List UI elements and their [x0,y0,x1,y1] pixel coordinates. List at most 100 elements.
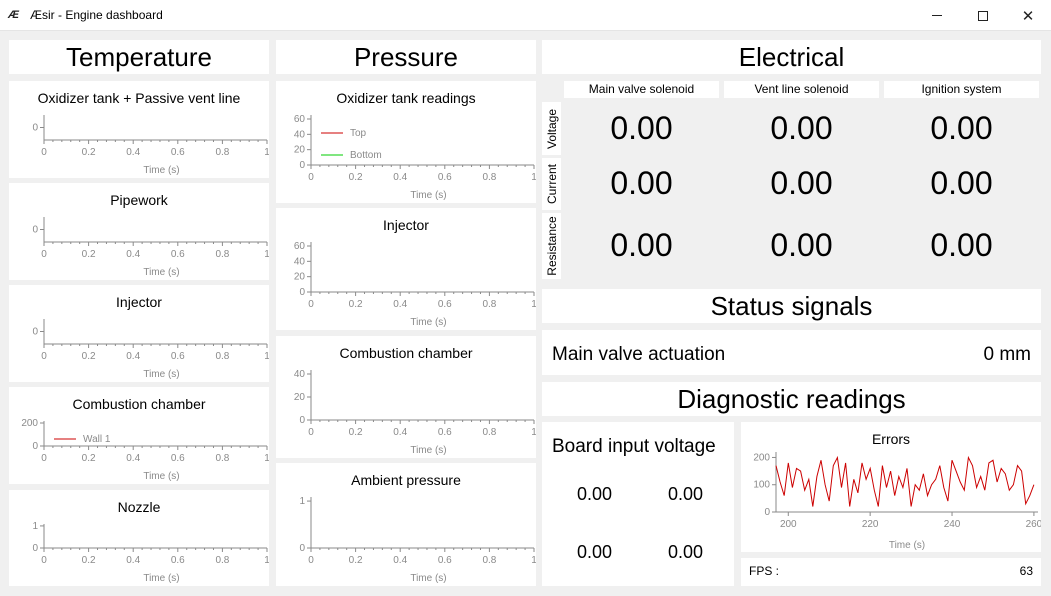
errors-chart-title: Errors [871,431,911,447]
y-tick-label: 200 [753,452,770,463]
x-tick-label: 0 [308,299,314,310]
electrical-value: 0.00 [610,165,673,201]
x-tick-label: 0.2 [349,555,363,566]
x-tick-label: 0.4 [393,555,407,566]
x-axis-label: Time (s) [889,540,925,551]
diagnostics-header: Diagnostic readings [542,382,1041,416]
x-axis-label: Time (s) [410,445,446,456]
x-tick-label: 1 [264,249,269,260]
x-tick-label: 1 [264,555,269,566]
y-tick-label: 20 [294,272,306,283]
x-tick-label: 0 [41,453,47,464]
x-tick-label: 240 [944,519,961,530]
x-tick-label: 0.6 [438,299,452,310]
electrical-value: 0.00 [930,227,993,263]
x-tick-label: 0 [41,147,47,158]
plot-title: Injector [116,294,162,310]
x-tick-label: 0.2 [349,299,363,310]
y-tick-label: 0 [32,543,38,554]
y-tick-label: 0 [32,441,38,452]
electrical-value: 0.00 [770,227,833,263]
x-tick-label: 0.6 [171,249,185,260]
y-tick-label: 0 [299,287,305,298]
x-tick-label: 1 [531,299,536,310]
x-tick-label: 0.2 [82,555,96,566]
plot-panel: Injector 0 0.2 0.4 0.6 0.8 1 0 20 40 60 Time (s) [276,208,536,330]
x-axis-label: Time (s) [143,471,179,482]
x-tick-label: 0.8 [482,299,496,310]
y-tick-label: 40 [294,129,306,140]
x-tick-label: 0.8 [215,351,229,362]
x-tick-label: 220 [862,519,879,530]
electrical-row-label: Current [544,163,559,205]
maximize-icon [978,10,988,21]
plot-title: Combustion chamber [339,345,473,361]
y-tick-label: 1 [32,521,38,532]
x-tick-label: 1 [531,172,536,183]
x-tick-label: 0.2 [82,351,96,362]
x-tick-label: 1 [264,351,269,362]
errors-series-line [775,455,1035,507]
app-logo-icon: Æ [8,9,19,21]
plot-panel: Combustion chamber 0 0.2 0.4 0.6 0.8 1 0 20 40 Tim… [276,336,536,458]
status-row: Main valve actuation 0 mm [542,330,1041,375]
electrical-row-header: Resistance [542,213,561,279]
fps-label: FPS : [749,564,780,578]
x-tick-label: 0.8 [482,427,496,438]
electrical-value: 0.00 [610,227,673,263]
x-tick-label: 0 [41,249,47,260]
plot-area: 0 0.2 0.4 0.6 0.8 1 0 Time (s) [32,319,269,380]
plot-title: Oxidizer tank + Passive vent line [37,90,241,106]
errors-chart-panel: Errors 200 220 240 260 0 100 200 Time (s) [741,422,1041,552]
board-voltage-value: 0.00 [577,542,613,562]
x-tick-label: 0.6 [438,555,452,566]
x-tick-label: 260 [1026,519,1041,530]
legend-label: Wall 1 [83,434,111,445]
x-tick-label: 0.8 [215,555,229,566]
x-tick-label: 0.4 [126,453,140,464]
x-tick-label: 0.4 [126,351,140,362]
x-tick-label: 0 [308,555,314,566]
electrical-value: 0.00 [770,110,833,146]
x-tick-label: 0.8 [215,249,229,260]
y-tick-label: 100 [753,480,770,491]
x-tick-label: 0.4 [393,299,407,310]
y-tick-label: 0 [764,507,770,518]
x-tick-label: 0 [308,427,314,438]
x-tick-label: 0.6 [171,351,185,362]
x-axis-label: Time (s) [410,573,446,584]
y-tick-label: 40 [294,256,306,267]
temperature-header: Temperature [9,40,269,74]
status-header: Status signals [542,289,1041,323]
electrical-column-header: Ignition system [884,81,1039,98]
electrical-value: 0.00 [610,110,673,146]
board-voltage-value: 0.00 [668,542,704,562]
legend-label: Bottom [350,150,382,161]
plot-title: Injector [383,217,429,233]
electrical-value: 0.00 [770,165,833,201]
plot-area: 0 0.2 0.4 0.6 0.8 1 0 Time (s) [32,217,269,278]
minimize-button[interactable] [914,0,960,31]
y-tick-label: 0 [32,327,38,338]
status-label: Main valve actuation [552,344,726,365]
electrical-row-label: Voltage [544,108,559,149]
electrical-value: 0.00 [930,110,993,146]
plot-title: Ambient pressure [351,472,461,488]
y-tick-label: 60 [294,241,306,252]
plot-panel: Oxidizer tank readings 0 0.2 0.4 0.6 0.8 1 0 20 4… [276,81,536,203]
y-tick-label: 0 [32,225,38,236]
y-tick-label: 1 [299,496,305,507]
x-tick-label: 0.6 [171,453,185,464]
board-voltage-value: 0.00 [668,484,704,504]
plot-panel: Combustion chamber 0 0.2 0.4 0.6 0.8 1 0 200 Time… [9,387,269,484]
fps-bar: FPS : 63 [741,558,1041,586]
maximize-button[interactable] [960,0,1006,31]
x-tick-label: 0 [308,172,314,183]
y-tick-label: 0 [299,160,305,171]
y-tick-label: 0 [299,543,305,554]
board-voltage-value: 0.00 [577,484,613,504]
plot-panel: Ambient pressure 0 0.2 0.4 0.6 0.8 1 0 1 Time (s) [276,463,536,586]
plot-area: 0 0.2 0.4 0.6 0.8 1 0 1 Time (s) [32,521,269,584]
close-button[interactable]: ✕ [1005,0,1051,31]
plot-title: Combustion chamber [72,396,206,412]
